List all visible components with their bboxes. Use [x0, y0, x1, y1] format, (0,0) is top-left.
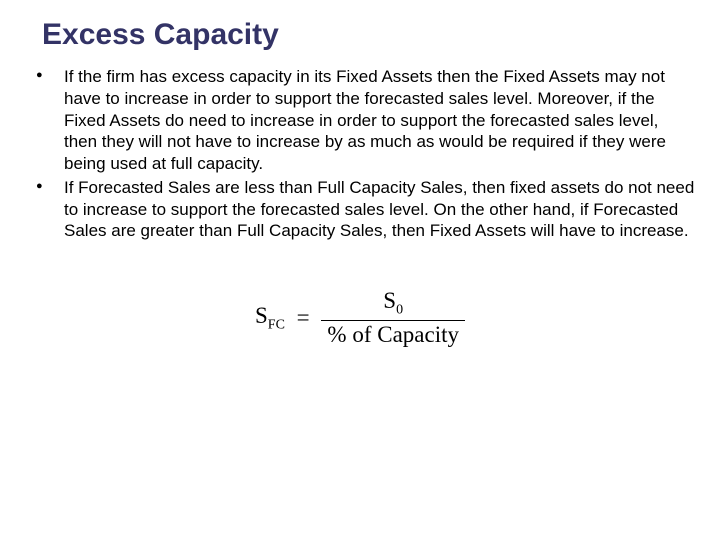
formula-numerator: S0	[321, 288, 465, 321]
formula-equals: =	[297, 305, 310, 331]
list-item: If Forecasted Sales are less than Full C…	[36, 177, 696, 242]
formula-fraction: S0 % of Capacity	[321, 288, 465, 348]
bullet-list: If the firm has excess capacity in its F…	[24, 66, 696, 242]
list-item: If the firm has excess capacity in its F…	[36, 66, 696, 175]
slide-title: Excess Capacity	[42, 18, 696, 52]
formula-num-sub: 0	[396, 303, 403, 318]
formula-container: SFC = S0 % of Capacity	[24, 288, 696, 348]
formula-lhs-base: S	[255, 303, 268, 328]
formula-num-base: S	[383, 288, 396, 313]
formula-lhs: SFC	[255, 303, 285, 334]
formula-lhs-sub: FC	[268, 317, 285, 332]
formula-denominator: % of Capacity	[321, 321, 465, 348]
slide: Excess Capacity If the firm has excess c…	[0, 0, 720, 540]
formula: SFC = S0 % of Capacity	[255, 288, 465, 348]
